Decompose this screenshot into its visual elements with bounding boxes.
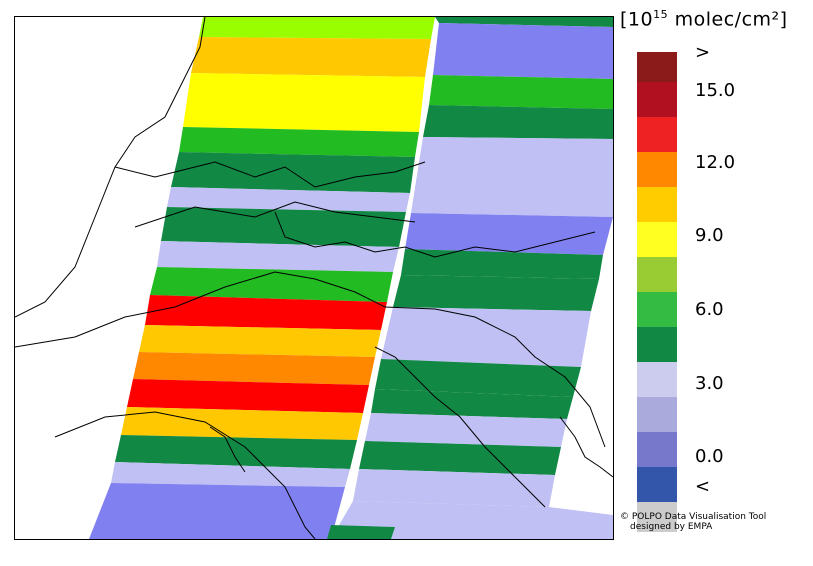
swath-pixel-left bbox=[89, 483, 345, 539]
coastline-border bbox=[274, 211, 596, 258]
swath-pixel-left bbox=[183, 73, 425, 132]
swath-pixel-left bbox=[111, 462, 350, 487]
map-canvas bbox=[15, 17, 613, 539]
legend-swatch bbox=[637, 292, 677, 327]
legend-swatch bbox=[637, 397, 677, 432]
swath-pixel-left bbox=[161, 207, 406, 247]
swath-pixel-right bbox=[365, 413, 567, 447]
swath-pixel-left bbox=[191, 37, 431, 77]
legend-swatch bbox=[637, 152, 677, 187]
legend-title-prefix: [10 bbox=[620, 8, 654, 31]
legend-label-0: 0.0 bbox=[695, 446, 724, 467]
legend-swatch bbox=[637, 222, 677, 257]
swath-pixel-right bbox=[411, 137, 613, 217]
swath-pixel-right bbox=[375, 359, 581, 397]
swath-pixel-left bbox=[145, 295, 387, 330]
swath-pixel-bottom bbox=[327, 525, 395, 539]
swath-pixel-right bbox=[433, 23, 613, 79]
swath-pixel-right bbox=[331, 501, 613, 539]
coastline-border bbox=[15, 271, 606, 448]
legend-swatch bbox=[637, 187, 677, 222]
swath-pixel-left bbox=[139, 325, 381, 357]
coastline-border bbox=[114, 161, 426, 188]
legend-label-15: 15.0 bbox=[695, 80, 736, 101]
swath-pixel-left bbox=[150, 267, 393, 302]
legend-swatch bbox=[637, 502, 677, 532]
legend-label-over: > bbox=[695, 42, 711, 63]
swath-pixel-left bbox=[157, 241, 399, 272]
swath-pixel-left bbox=[133, 352, 375, 385]
swath-pixel-right bbox=[381, 307, 591, 367]
legend-title-suffix: molec/cm²] bbox=[668, 8, 788, 31]
legend-swatch bbox=[637, 362, 677, 397]
swath-pixel-right bbox=[353, 469, 555, 507]
legend-label-9: 9.0 bbox=[695, 225, 724, 246]
legend-swatch bbox=[637, 257, 677, 292]
swath-pixel-right bbox=[435, 17, 613, 27]
legend-label-3: 3.0 bbox=[695, 373, 724, 394]
legend-label-6: 6.0 bbox=[695, 299, 724, 320]
legend-swatch bbox=[637, 432, 677, 467]
legend-swatch bbox=[637, 82, 677, 117]
credit-line-1: © POLPO Data Visualisation Tool bbox=[620, 512, 767, 522]
coastline-border bbox=[54, 411, 316, 539]
color-legend-bar bbox=[637, 52, 677, 532]
map-area bbox=[14, 16, 614, 540]
swath-pixel-left bbox=[127, 379, 369, 413]
coastline-border bbox=[209, 426, 246, 473]
legend-swatch bbox=[637, 52, 677, 82]
legend-label-12: 12.0 bbox=[695, 152, 736, 173]
swath-pixel-left bbox=[179, 127, 419, 157]
swath-pixel-right bbox=[401, 249, 603, 279]
swath-pixel-right bbox=[393, 275, 599, 311]
coastline-border bbox=[15, 17, 206, 318]
swath-pixel-right bbox=[423, 105, 613, 139]
legend-swatch bbox=[637, 467, 677, 502]
coastline-border bbox=[559, 416, 613, 478]
coastline-border bbox=[374, 346, 546, 508]
legend-title-exponent: 15 bbox=[653, 8, 669, 21]
swath-pixel-right bbox=[429, 75, 613, 109]
credit-line-2: designed by EMPA bbox=[630, 522, 713, 532]
legend-swatch bbox=[637, 327, 677, 362]
swath-pixel-right bbox=[359, 441, 561, 475]
legend-swatch bbox=[637, 117, 677, 152]
swath-pixel-right bbox=[405, 213, 613, 255]
swath-pixel-left bbox=[121, 407, 363, 440]
swath-pixel-left bbox=[167, 187, 410, 212]
swath-pixel-left bbox=[199, 17, 435, 39]
legend-label-under: < bbox=[695, 476, 711, 497]
swath-pixel-right bbox=[371, 389, 573, 419]
legend-title: [1015 molec/cm²] bbox=[620, 8, 788, 30]
coastline-border bbox=[134, 201, 416, 228]
swath-pixel-left bbox=[115, 435, 357, 469]
